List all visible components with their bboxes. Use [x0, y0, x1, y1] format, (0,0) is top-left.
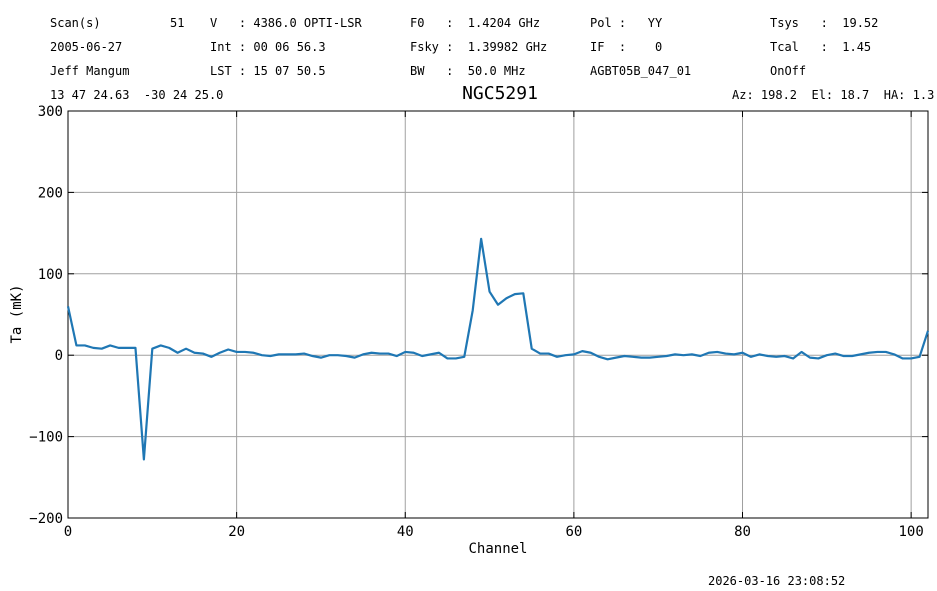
x-tick-label: 40 [397, 524, 414, 540]
y-tick-label: 0 [55, 348, 63, 364]
y-tick-label: −100 [29, 430, 63, 446]
header-field: 2005-06-27 [50, 40, 122, 54]
coordinates: 13 47 24.63 -30 24 25.0 [50, 88, 223, 102]
header-field: V : 4386.0 OPTI-LSR [210, 16, 362, 30]
x-tick-label: 80 [734, 524, 751, 540]
y-tick-label: 300 [38, 104, 63, 120]
header-field: IF : 0 [590, 40, 662, 54]
header-field: Pol : YY [590, 16, 663, 30]
timestamp: 2026-03-16 23:08:52 [708, 574, 845, 588]
header-field: Jeff Mangum [50, 64, 129, 78]
header-field: OnOff [770, 64, 806, 78]
y-tick-label: −200 [29, 511, 63, 527]
y-tick-label: 200 [38, 185, 63, 201]
y-axis-label: Ta (mK) [9, 284, 25, 343]
x-tick-label: 20 [228, 524, 245, 540]
x-tick-label: 100 [898, 524, 923, 540]
x-tick-label: 0 [64, 524, 72, 540]
header-field: Scan(s) [50, 16, 101, 30]
header-field: 51 [170, 16, 184, 30]
x-tick-label: 60 [565, 524, 582, 540]
header-field: Tcal : 1.45 [770, 40, 871, 54]
plot-frame [67, 110, 929, 519]
header-field: LST : 15 07 50.5 [210, 64, 326, 78]
y-tick-label: 100 [38, 267, 63, 283]
header-field: Int : 00 06 56.3 [210, 40, 326, 54]
x-axis-label: Channel [468, 541, 527, 557]
header-field: Fsky : 1.39982 GHz [410, 40, 547, 54]
header-field: AGBT05B_047_01 [590, 64, 691, 78]
chart-title: NGC5291 [462, 83, 538, 104]
header-field: F0 : 1.4204 GHz [410, 16, 540, 30]
data-line [66, 237, 930, 461]
pointing: Az: 198.2 El: 18.7 HA: 1.3 [732, 88, 934, 102]
header-field: BW : 50.0 MHz [410, 64, 526, 78]
header-field: Tsys : 19.52 [770, 16, 878, 30]
